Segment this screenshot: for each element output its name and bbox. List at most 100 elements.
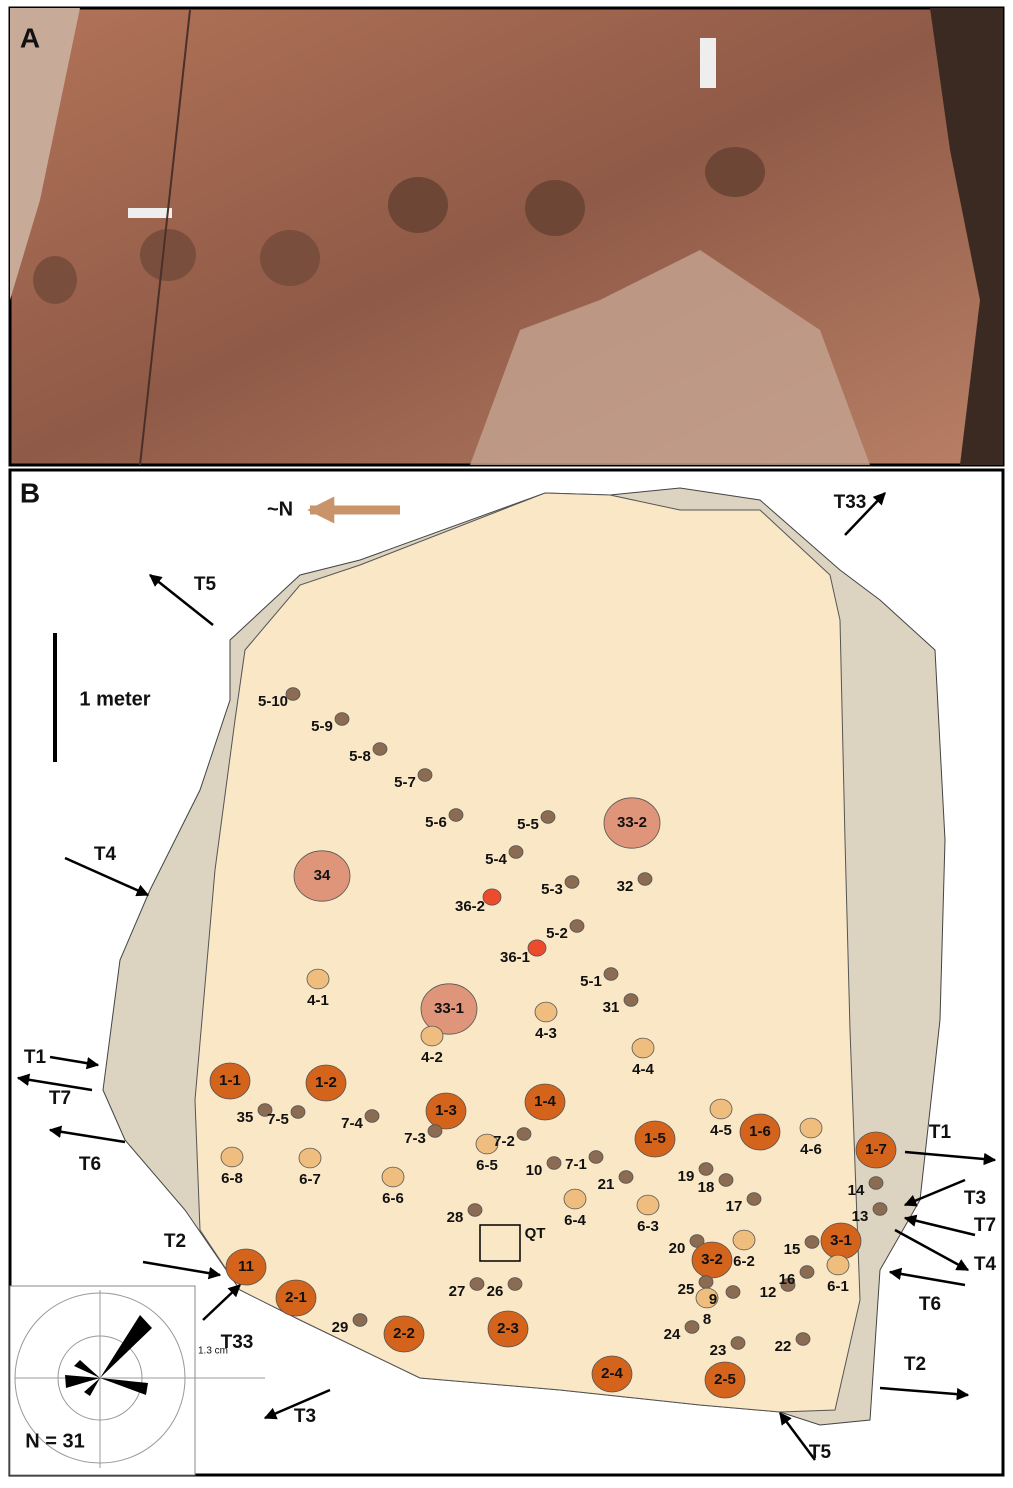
footprint bbox=[335, 713, 349, 726]
footprint bbox=[827, 1255, 849, 1275]
track-label: 18 bbox=[698, 1179, 715, 1196]
trackway-label: T3 bbox=[964, 1188, 986, 1209]
track-label: 4-4 bbox=[632, 1061, 654, 1078]
track-label: 1-7 bbox=[865, 1141, 887, 1158]
track-label: 2-4 bbox=[601, 1365, 623, 1382]
track-label: 3-1 bbox=[830, 1232, 852, 1249]
track-label: 28 bbox=[447, 1209, 464, 1226]
footprint bbox=[353, 1314, 367, 1327]
track-label: 5-4 bbox=[485, 851, 507, 868]
trackway-label: T6 bbox=[919, 1294, 941, 1315]
track-label: 2-5 bbox=[714, 1371, 736, 1388]
track-label: 5-2 bbox=[546, 925, 568, 942]
track-label: 12 bbox=[760, 1284, 777, 1301]
track-label: 27 bbox=[449, 1283, 466, 1300]
track-label: 1-2 bbox=[315, 1074, 337, 1091]
footprint bbox=[570, 920, 584, 933]
track-label: 22 bbox=[775, 1338, 792, 1355]
track-label: 1-3 bbox=[435, 1102, 457, 1119]
trackway-label: T4 bbox=[974, 1254, 997, 1275]
track-label: 7-3 bbox=[404, 1130, 426, 1147]
track-label: 3-2 bbox=[701, 1251, 723, 1268]
track-label: 15 bbox=[784, 1241, 801, 1258]
track-label: 2-2 bbox=[393, 1325, 415, 1342]
footprint bbox=[365, 1110, 379, 1123]
trackway-label: T3 bbox=[294, 1406, 316, 1427]
track-label: 26 bbox=[487, 1283, 504, 1300]
track-label: QT bbox=[525, 1225, 546, 1242]
footprint bbox=[528, 940, 546, 956]
track-label: 5-8 bbox=[349, 748, 371, 765]
track-label: 33-2 bbox=[617, 814, 647, 831]
footprint bbox=[418, 769, 432, 782]
track-label: 1-4 bbox=[534, 1093, 556, 1110]
track-label: 10 bbox=[526, 1162, 543, 1179]
track-label: 17 bbox=[726, 1198, 743, 1215]
footprint bbox=[699, 1163, 713, 1176]
track-label: 2-1 bbox=[285, 1289, 307, 1306]
track-label: 2-3 bbox=[497, 1320, 519, 1337]
footprint bbox=[564, 1189, 586, 1209]
footprint bbox=[509, 846, 523, 859]
footprint bbox=[291, 1106, 305, 1119]
footprint bbox=[710, 1099, 732, 1119]
track-label: 19 bbox=[678, 1168, 695, 1185]
track-label: 25 bbox=[678, 1281, 695, 1298]
footprint bbox=[428, 1125, 442, 1138]
footprint bbox=[547, 1157, 561, 1170]
panel-label: B bbox=[20, 477, 40, 508]
track-label: 7-5 bbox=[267, 1111, 289, 1128]
footprint bbox=[699, 1276, 713, 1289]
footprint bbox=[747, 1193, 761, 1206]
scale-label: 1 meter bbox=[79, 688, 150, 710]
track-label: 21 bbox=[598, 1176, 615, 1193]
track-label: 4-5 bbox=[710, 1122, 732, 1139]
track-label: 36-1 bbox=[500, 949, 530, 966]
track-label: 4-6 bbox=[800, 1141, 822, 1158]
track-label: 5-3 bbox=[541, 881, 563, 898]
track-label: 7-2 bbox=[493, 1133, 515, 1150]
track-label: 1-5 bbox=[644, 1130, 666, 1147]
photo bbox=[10, 8, 1003, 465]
footprint bbox=[733, 1230, 755, 1250]
track-label: 14 bbox=[848, 1182, 865, 1199]
footprint bbox=[541, 811, 555, 824]
trackway-label: T2 bbox=[904, 1354, 926, 1375]
footprint bbox=[632, 1038, 654, 1058]
track-label: 32 bbox=[617, 878, 634, 895]
track-label: 5-1 bbox=[580, 973, 602, 990]
footprint bbox=[449, 809, 463, 822]
track-label: 4-1 bbox=[307, 992, 329, 1009]
track-label: 5-9 bbox=[311, 718, 333, 735]
track-label: 11 bbox=[238, 1258, 254, 1275]
track-label: 20 bbox=[669, 1240, 686, 1257]
footprint bbox=[307, 969, 329, 989]
track-label: 9 bbox=[709, 1291, 717, 1308]
track-label: 7-1 bbox=[565, 1156, 587, 1173]
trackway-label: T1 bbox=[929, 1122, 952, 1143]
footprint bbox=[796, 1333, 810, 1346]
trackway-label: T6 bbox=[79, 1154, 101, 1175]
footprint bbox=[873, 1203, 887, 1216]
trackway-label: T2 bbox=[164, 1231, 186, 1252]
footprint bbox=[726, 1286, 740, 1299]
footprint bbox=[508, 1278, 522, 1291]
track-label: 6-7 bbox=[299, 1171, 321, 1188]
footprint bbox=[373, 743, 387, 756]
footprint bbox=[517, 1128, 531, 1141]
footprint bbox=[421, 1026, 443, 1046]
track-label: 1-6 bbox=[749, 1123, 771, 1140]
track-label: 24 bbox=[664, 1326, 681, 1343]
track-label: 6-5 bbox=[476, 1157, 498, 1174]
footprint bbox=[468, 1204, 482, 1217]
footprint bbox=[483, 889, 501, 905]
track-label: 23 bbox=[710, 1342, 727, 1359]
track-label: 7-4 bbox=[341, 1115, 363, 1132]
footprint bbox=[470, 1278, 484, 1291]
footprint bbox=[624, 994, 638, 1007]
track-label: 8 bbox=[703, 1311, 711, 1328]
trackway-label: T7 bbox=[49, 1088, 71, 1109]
footprint bbox=[382, 1167, 404, 1187]
track-label: 29 bbox=[332, 1319, 349, 1336]
trackway-label: T5 bbox=[809, 1442, 832, 1463]
